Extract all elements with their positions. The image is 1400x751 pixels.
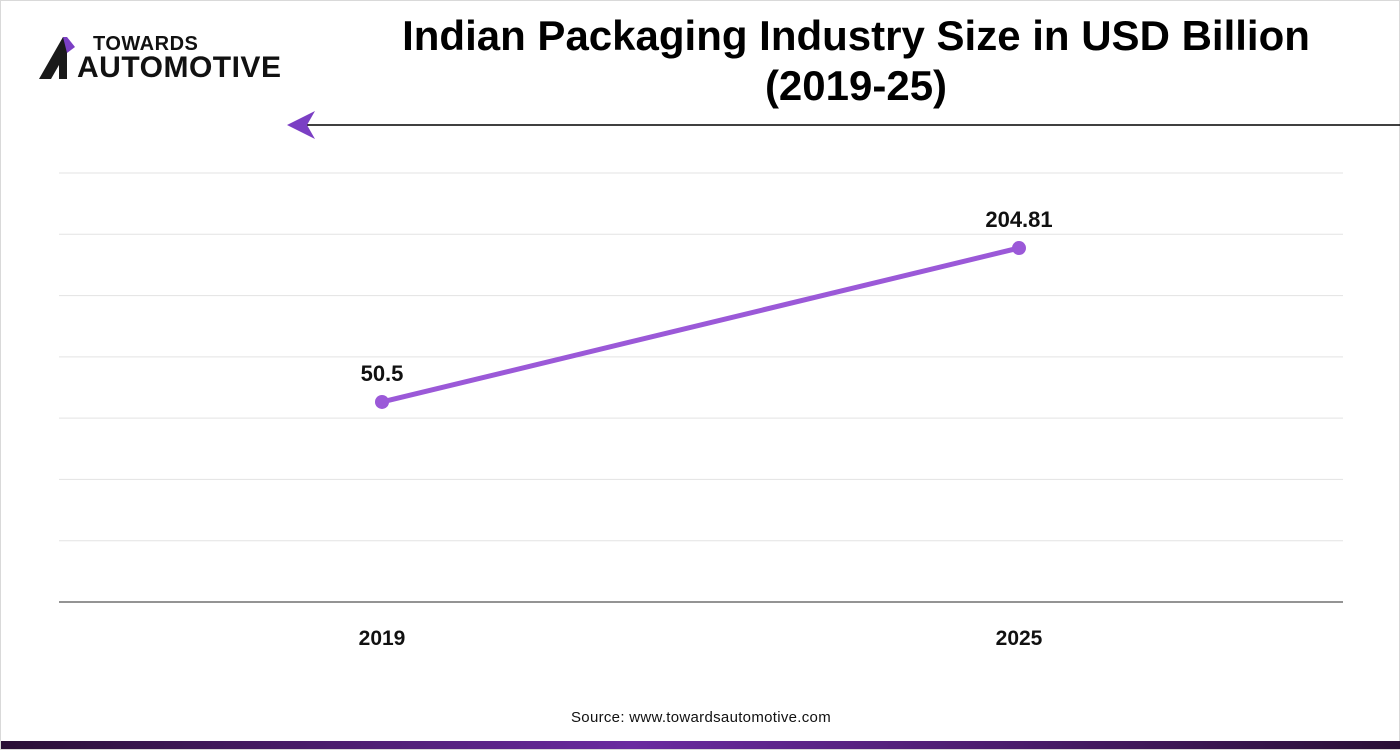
- arrow-left-icon: [287, 111, 315, 139]
- x-tick-label: 2025: [996, 627, 1043, 650]
- data-point: [1012, 241, 1026, 256]
- source-note: Source: www.towardsautomotive.com: [571, 709, 831, 726]
- chart-title: Indian Packaging Industry Size in USD Bi…: [341, 11, 1371, 111]
- x-tick-label: 2019: [359, 627, 406, 650]
- series-line: [379, 245, 1022, 405]
- logo-mark-icon: [39, 37, 75, 79]
- bottom-accent-bar: [1, 741, 1400, 749]
- data-label: 50.5: [361, 361, 404, 386]
- chart-title-line-1: Indian Packaging Industry Size in USD Bi…: [402, 12, 1310, 59]
- data-label: 204.81: [985, 207, 1052, 232]
- logo-text-towards: TOWARDS: [93, 33, 199, 55]
- logo-text-automotive: AUTOMOTIVE: [77, 51, 282, 84]
- title-rule-arrow: [287, 111, 1400, 139]
- data-point: [375, 394, 389, 409]
- brand-logo: TOWARDS AUTOMOTIVE: [37, 31, 297, 91]
- chart-title-line-2: (2019-25): [764, 62, 948, 109]
